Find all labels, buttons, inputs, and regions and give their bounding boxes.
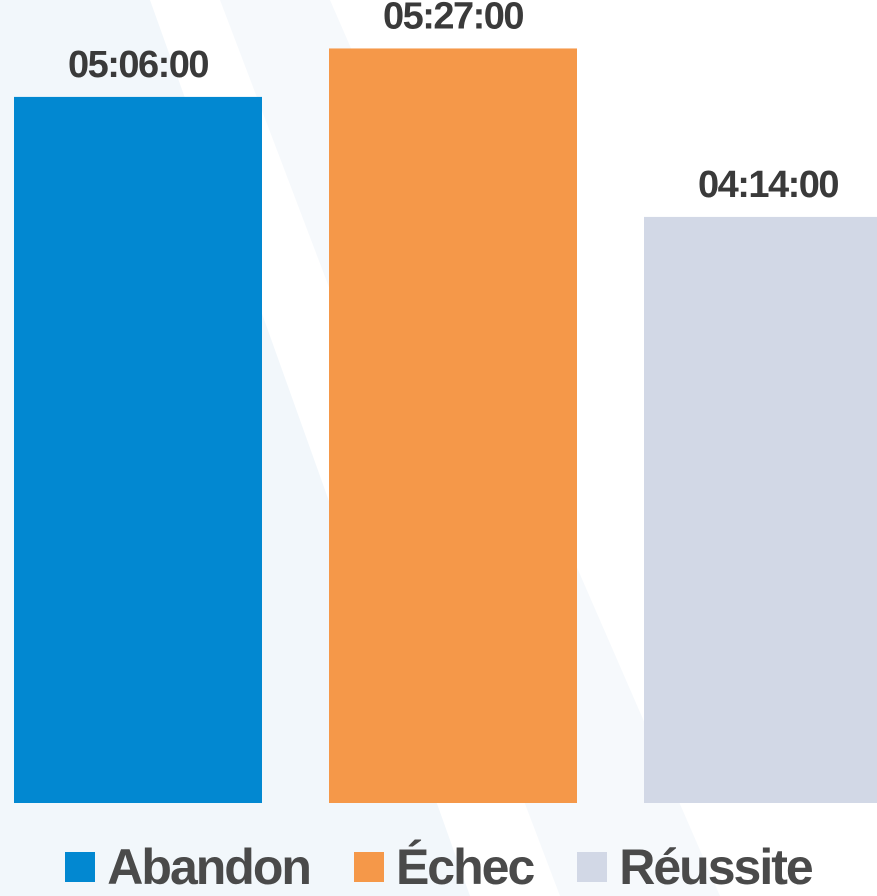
bar-reussite[interactable]	[644, 216, 877, 803]
legend-label-abandon: Abandon	[107, 839, 312, 895]
legend-item-abandon[interactable]: Abandon	[65, 838, 312, 896]
legend-swatch-echec	[353, 852, 384, 882]
legend-swatch-abandon	[65, 852, 96, 882]
legend: Abandon Échec Réussite	[0, 838, 877, 896]
legend-label-echec: Échec	[395, 839, 535, 895]
data-label-reussite: 04:14:00	[698, 164, 838, 206]
bar-abandon[interactable]	[14, 96, 262, 803]
data-label-echec: 05:27:00	[383, 0, 523, 37]
data-label-abandon: 05:06:00	[68, 44, 208, 86]
data-labels-group: 05:06:00 05:27:00 04:14:00	[68, 0, 840, 206]
legend-swatch-reussite	[577, 852, 608, 882]
bar-echec[interactable]	[329, 48, 577, 803]
bars-group	[14, 48, 877, 803]
legend-item-echec[interactable]: Échec	[353, 838, 535, 896]
legend-label-reussite: Réussite	[619, 839, 813, 895]
legend-item-reussite[interactable]: Réussite	[577, 838, 814, 896]
